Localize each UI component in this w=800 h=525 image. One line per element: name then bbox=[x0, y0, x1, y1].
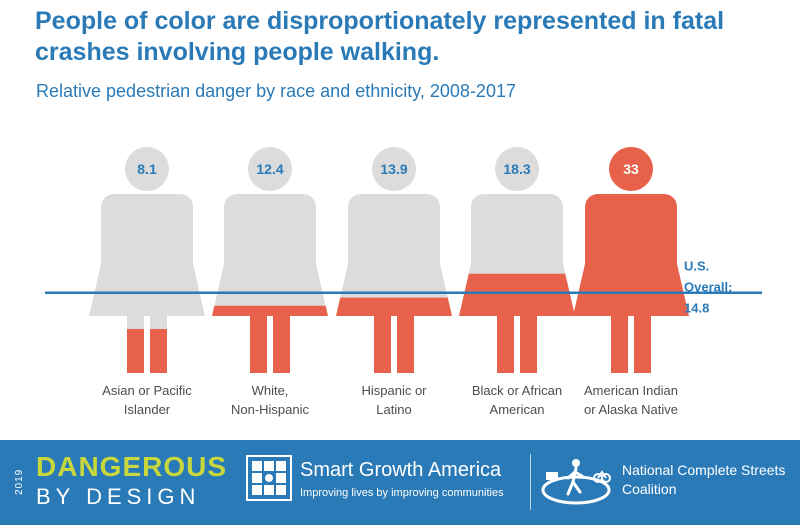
dangerous-by-design-logo-word2: BY DESIGN bbox=[36, 484, 201, 509]
figure-body-0 bbox=[89, 194, 205, 373]
data-label-3: 18.3 bbox=[503, 161, 530, 177]
category-label-2-1: Latino bbox=[376, 402, 411, 417]
pedestrian-street-icon bbox=[541, 459, 611, 505]
figure-4: 33 American Indian or Alaska Native bbox=[573, 147, 689, 417]
reference-label-2: 14.8 bbox=[684, 301, 709, 316]
building-grid-icon bbox=[246, 455, 292, 501]
dangerous-by-design-year: 2019 bbox=[14, 468, 25, 496]
figure-1: 12.4 White, Non-Hispanic bbox=[212, 147, 328, 417]
figure-head-1 bbox=[248, 147, 292, 191]
category-label-2-0: Hispanic or bbox=[361, 383, 427, 398]
figure-2: 13.9 Hispanic or Latino bbox=[336, 147, 452, 417]
reference-label-0: U.S. bbox=[684, 259, 709, 274]
bar-4 bbox=[573, 194, 689, 373]
data-label-4: 33 bbox=[623, 161, 639, 177]
bar-2 bbox=[336, 297, 452, 373]
reference-label-1: Overall: bbox=[684, 280, 732, 295]
figure-head-3 bbox=[495, 147, 539, 191]
data-label-1: 12.4 bbox=[256, 161, 283, 177]
figure-body-1 bbox=[212, 194, 328, 373]
category-label-0-1: Islander bbox=[124, 402, 171, 417]
figure-body-2 bbox=[336, 194, 452, 373]
smart-growth-america-tagline: Improving lives by improving communities bbox=[300, 487, 504, 499]
complete-streets-coalition-name: National Complete Streets Coalition bbox=[622, 462, 786, 497]
pictogram-chart: 8.1 Asian or Pacific Islander 12.4 White, Non… bbox=[45, 147, 762, 417]
figure-head-4 bbox=[609, 147, 653, 191]
category-label-1-1: Non-Hispanic bbox=[231, 402, 310, 417]
dangerous-by-design-logo-word1: DANGEROUS bbox=[36, 451, 228, 482]
figure-0: 8.1 Asian or Pacific Islander bbox=[89, 147, 205, 417]
data-label-2: 13.9 bbox=[380, 161, 407, 177]
figure-3: 18.3 Black or African American bbox=[459, 147, 575, 417]
chart-subtitle: Relative pedestrian danger by race and e… bbox=[36, 81, 516, 101]
category-label-3-0: Black or African bbox=[472, 383, 562, 398]
bar-0 bbox=[89, 329, 205, 373]
figure-head-0 bbox=[125, 147, 169, 191]
category-label-0-0: Asian or Pacific bbox=[102, 383, 192, 398]
smart-growth-america-name: Smart Growth America bbox=[300, 459, 502, 481]
footer-divider bbox=[530, 454, 531, 510]
bar-3 bbox=[459, 273, 575, 373]
category-label-3-1: American bbox=[490, 402, 545, 417]
chart-title: People of color are disproportionately r… bbox=[35, 7, 725, 66]
category-label-1-0: White, bbox=[252, 383, 289, 398]
category-label-4-1: or Alaska Native bbox=[584, 402, 678, 417]
footer-banner: 2019 DANGEROUS BY DESIGN Smart Growth Am… bbox=[0, 440, 800, 525]
category-label-4-0: American Indian bbox=[584, 383, 678, 398]
bar-1 bbox=[212, 305, 328, 373]
figure-head-2 bbox=[372, 147, 416, 191]
data-label-0: 8.1 bbox=[137, 161, 157, 177]
